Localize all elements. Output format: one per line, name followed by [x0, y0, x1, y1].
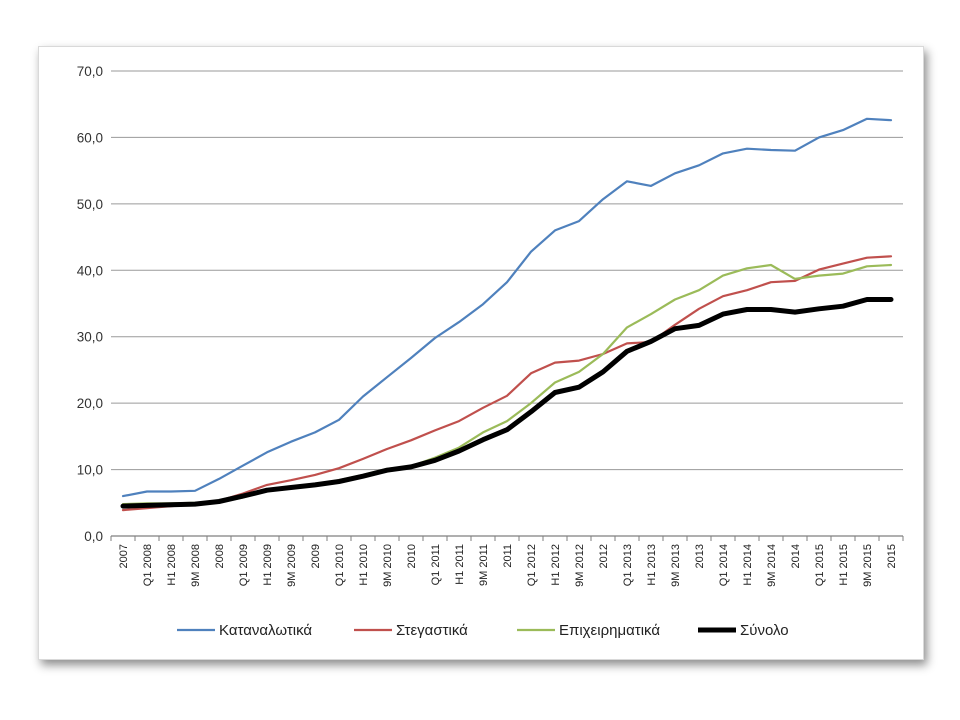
x-tick-label: 2015: [886, 544, 898, 568]
x-tick-label: Q1 2013: [622, 544, 634, 586]
y-tick-label: 70,0: [77, 64, 103, 79]
line-chart: 0,0 10,0 20,0 30,0 40,0 50,0 60,0 70,0 2007 Q1 2…: [77, 64, 904, 639]
legend-label: Σύνολο: [740, 622, 789, 639]
x-tick-label: 9M 2012: [574, 544, 586, 587]
x-tick-label: H1 2013: [646, 544, 658, 586]
x-axis: [110, 535, 904, 541]
y-tick-label: 40,0: [77, 263, 103, 278]
legend-label: Επιχειρηματικά: [559, 622, 660, 639]
x-tick-label: Q1 2014: [718, 544, 730, 586]
x-tick-label: 2008: [214, 544, 226, 568]
x-tick-label: Q1 2011: [430, 544, 442, 585]
x-tick-label: H1 2008: [166, 544, 178, 586]
x-tick-label: 9M 2013: [670, 544, 682, 587]
x-axis-tick-labels: 2007 Q1 2008 H1 2008 9M 2008 2008 Q1 2009 H1 2…: [118, 544, 898, 587]
x-tick-label: 9M 2010: [382, 544, 394, 587]
x-tick-label: H1 2011: [454, 544, 466, 585]
x-tick-label: H1 2010: [358, 544, 370, 586]
x-tick-label: 9M 2011: [478, 544, 490, 586]
x-tick-label: 2010: [406, 544, 418, 568]
series-line-Στεγαστικά: [121, 255, 893, 512]
x-tick-label: 9M 2008: [190, 544, 202, 587]
x-tick-label: Q1 2010: [334, 544, 346, 586]
gridlines: [111, 70, 903, 471]
x-tick-label: 9M 2015: [862, 544, 874, 587]
x-tick-label: 2011: [502, 544, 514, 568]
x-tick-label: H1 2014: [742, 544, 754, 586]
y-tick-label: 0,0: [84, 529, 103, 544]
x-tick-label: 2014: [790, 544, 802, 568]
y-tick-label: 20,0: [77, 396, 103, 411]
x-tick-label: 2009: [310, 544, 322, 568]
y-tick-label: 60,0: [77, 130, 103, 145]
y-tick-label: 30,0: [77, 330, 103, 345]
x-tick-label: Q1 2012: [526, 544, 538, 586]
legend-label: Στεγαστικά: [396, 622, 468, 639]
series-line-Καταναλωτικά: [121, 117, 893, 498]
x-tick-label: H1 2009: [262, 544, 274, 586]
x-tick-label: 2007: [118, 544, 130, 568]
chart-frame: 0,0 10,0 20,0 30,0 40,0 50,0 60,0 70,0 2007 Q1 2…: [38, 46, 924, 660]
legend: Καταναλωτικά Στεγαστικά Επιχειρηματικά Σύνο…: [177, 622, 789, 639]
y-tick-label: 10,0: [77, 463, 103, 478]
series-line-Σύνολο: [120, 297, 894, 509]
x-tick-label: 9M 2009: [286, 544, 298, 587]
x-tick-label: 2012: [598, 544, 610, 568]
series-lines: [120, 117, 894, 512]
x-tick-label: Q1 2015: [814, 544, 826, 586]
legend-label: Καταναλωτικά: [219, 622, 312, 639]
x-tick-label: 9M 2014: [766, 544, 778, 587]
x-tick-label: H1 2012: [550, 544, 562, 586]
y-tick-label: 50,0: [77, 197, 103, 212]
x-tick-label: 2013: [694, 544, 706, 568]
x-tick-label: H1 2015: [838, 544, 850, 586]
y-axis-tick-labels: 0,0 10,0 20,0 30,0 40,0 50,0 60,0 70,0: [77, 64, 103, 544]
x-tick-label: Q1 2009: [238, 544, 250, 586]
x-tick-label: Q1 2008: [142, 544, 154, 586]
